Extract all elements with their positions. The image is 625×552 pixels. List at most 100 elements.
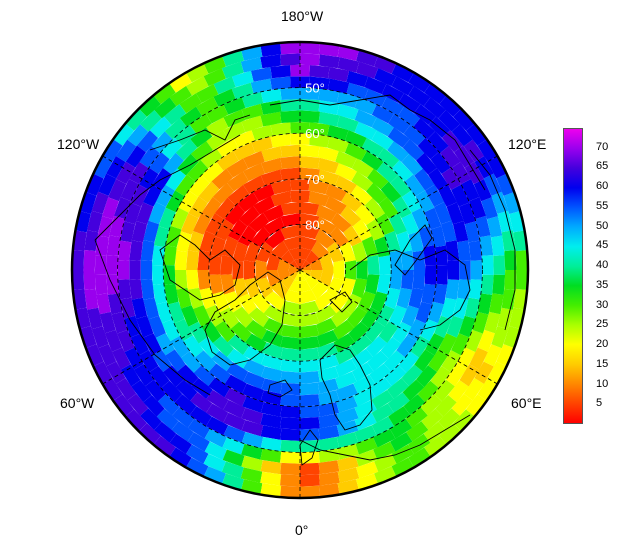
field-cell [402, 139, 425, 161]
field-cell [232, 278, 249, 299]
field-cell [177, 153, 199, 176]
field-cell [242, 345, 266, 365]
field-cell [241, 115, 264, 133]
field-cell [440, 145, 461, 169]
field-cell [261, 329, 283, 348]
field-cell [416, 152, 438, 175]
field-cell [106, 155, 126, 179]
field-cell [224, 203, 246, 226]
field-cell [208, 274, 224, 295]
field-cell [433, 379, 456, 402]
field-cell [353, 374, 376, 394]
field-cell [215, 218, 234, 241]
field-cell [464, 221, 480, 243]
field-cell [318, 390, 340, 406]
field-cell [205, 416, 229, 436]
field-cell [441, 350, 462, 373]
field-cell [224, 374, 247, 394]
field-cell [251, 136, 273, 153]
field-cell [309, 258, 323, 270]
field-cell [374, 466, 397, 485]
field-cell [180, 351, 202, 374]
field-cell [337, 467, 360, 483]
field-cell [496, 344, 515, 367]
field-cell [300, 405, 320, 419]
field-cell [318, 401, 340, 417]
field-cell [413, 118, 436, 140]
colorbar-tick-45: 45 [596, 239, 609, 252]
map-boundary [70, 40, 530, 500]
field-cell [440, 297, 457, 320]
data-field [72, 42, 528, 498]
field-cell [387, 378, 410, 400]
lon-label-0: 0° [295, 522, 309, 538]
field-cell [232, 260, 244, 280]
field-cell [375, 212, 395, 236]
field-cell [378, 255, 392, 275]
field-cell [188, 321, 208, 344]
field-cell [366, 218, 385, 241]
field-cell [87, 307, 103, 330]
field-cell [412, 250, 426, 270]
field-cell [279, 417, 300, 430]
field-cell [243, 150, 265, 169]
field-cell [170, 335, 190, 358]
field-cell [477, 378, 498, 401]
field-cell [160, 380, 183, 403]
field-cell [165, 225, 182, 248]
field-cell [330, 212, 352, 233]
field-cell [162, 365, 184, 388]
field-cell [453, 108, 475, 131]
field-cell [280, 312, 300, 327]
field-cell [336, 395, 358, 413]
field-cell [387, 140, 410, 162]
field-cell [421, 408, 444, 430]
field-cell [155, 184, 175, 207]
field-cell [171, 421, 194, 442]
field-cell [475, 215, 491, 238]
field-cell [186, 457, 209, 477]
field-cell [186, 270, 199, 290]
field-cell [279, 110, 300, 123]
field-cell [371, 389, 394, 410]
field-cell [212, 335, 235, 358]
field-cell [396, 231, 413, 253]
field-cell [369, 377, 392, 398]
field-cell [221, 461, 244, 479]
field-cell [280, 300, 300, 316]
field-cell [223, 412, 246, 431]
field-cell [414, 168, 435, 191]
field-cell [401, 213, 420, 235]
field-cell [263, 204, 284, 223]
field-cell [311, 240, 330, 259]
field-cell [204, 441, 227, 461]
field-cell [361, 150, 384, 171]
field-cell [260, 448, 282, 463]
field-cell [489, 293, 504, 315]
field-cell [243, 260, 256, 280]
field-cell [491, 326, 509, 349]
field-cell [270, 65, 291, 79]
field-cell [220, 255, 233, 276]
field-cell [402, 379, 425, 401]
field-cell [300, 279, 312, 293]
field-cell [255, 241, 274, 263]
field-cell [434, 245, 449, 266]
field-cell [374, 55, 397, 74]
field-cell [308, 190, 330, 207]
field-cell [364, 320, 386, 343]
field-cell [282, 289, 300, 305]
coastline-novaya-zemlya [394, 224, 433, 276]
field-cell [261, 157, 283, 174]
field-cell [300, 417, 321, 430]
field-cell [318, 460, 340, 475]
field-cell [216, 150, 239, 171]
field-cell [300, 87, 320, 101]
field-cell [277, 258, 291, 270]
field-cell [176, 287, 192, 309]
field-cell [232, 241, 249, 262]
field-cell [84, 230, 99, 252]
field-cell [83, 250, 96, 270]
field-cell [106, 361, 126, 385]
field-cell [260, 111, 282, 127]
